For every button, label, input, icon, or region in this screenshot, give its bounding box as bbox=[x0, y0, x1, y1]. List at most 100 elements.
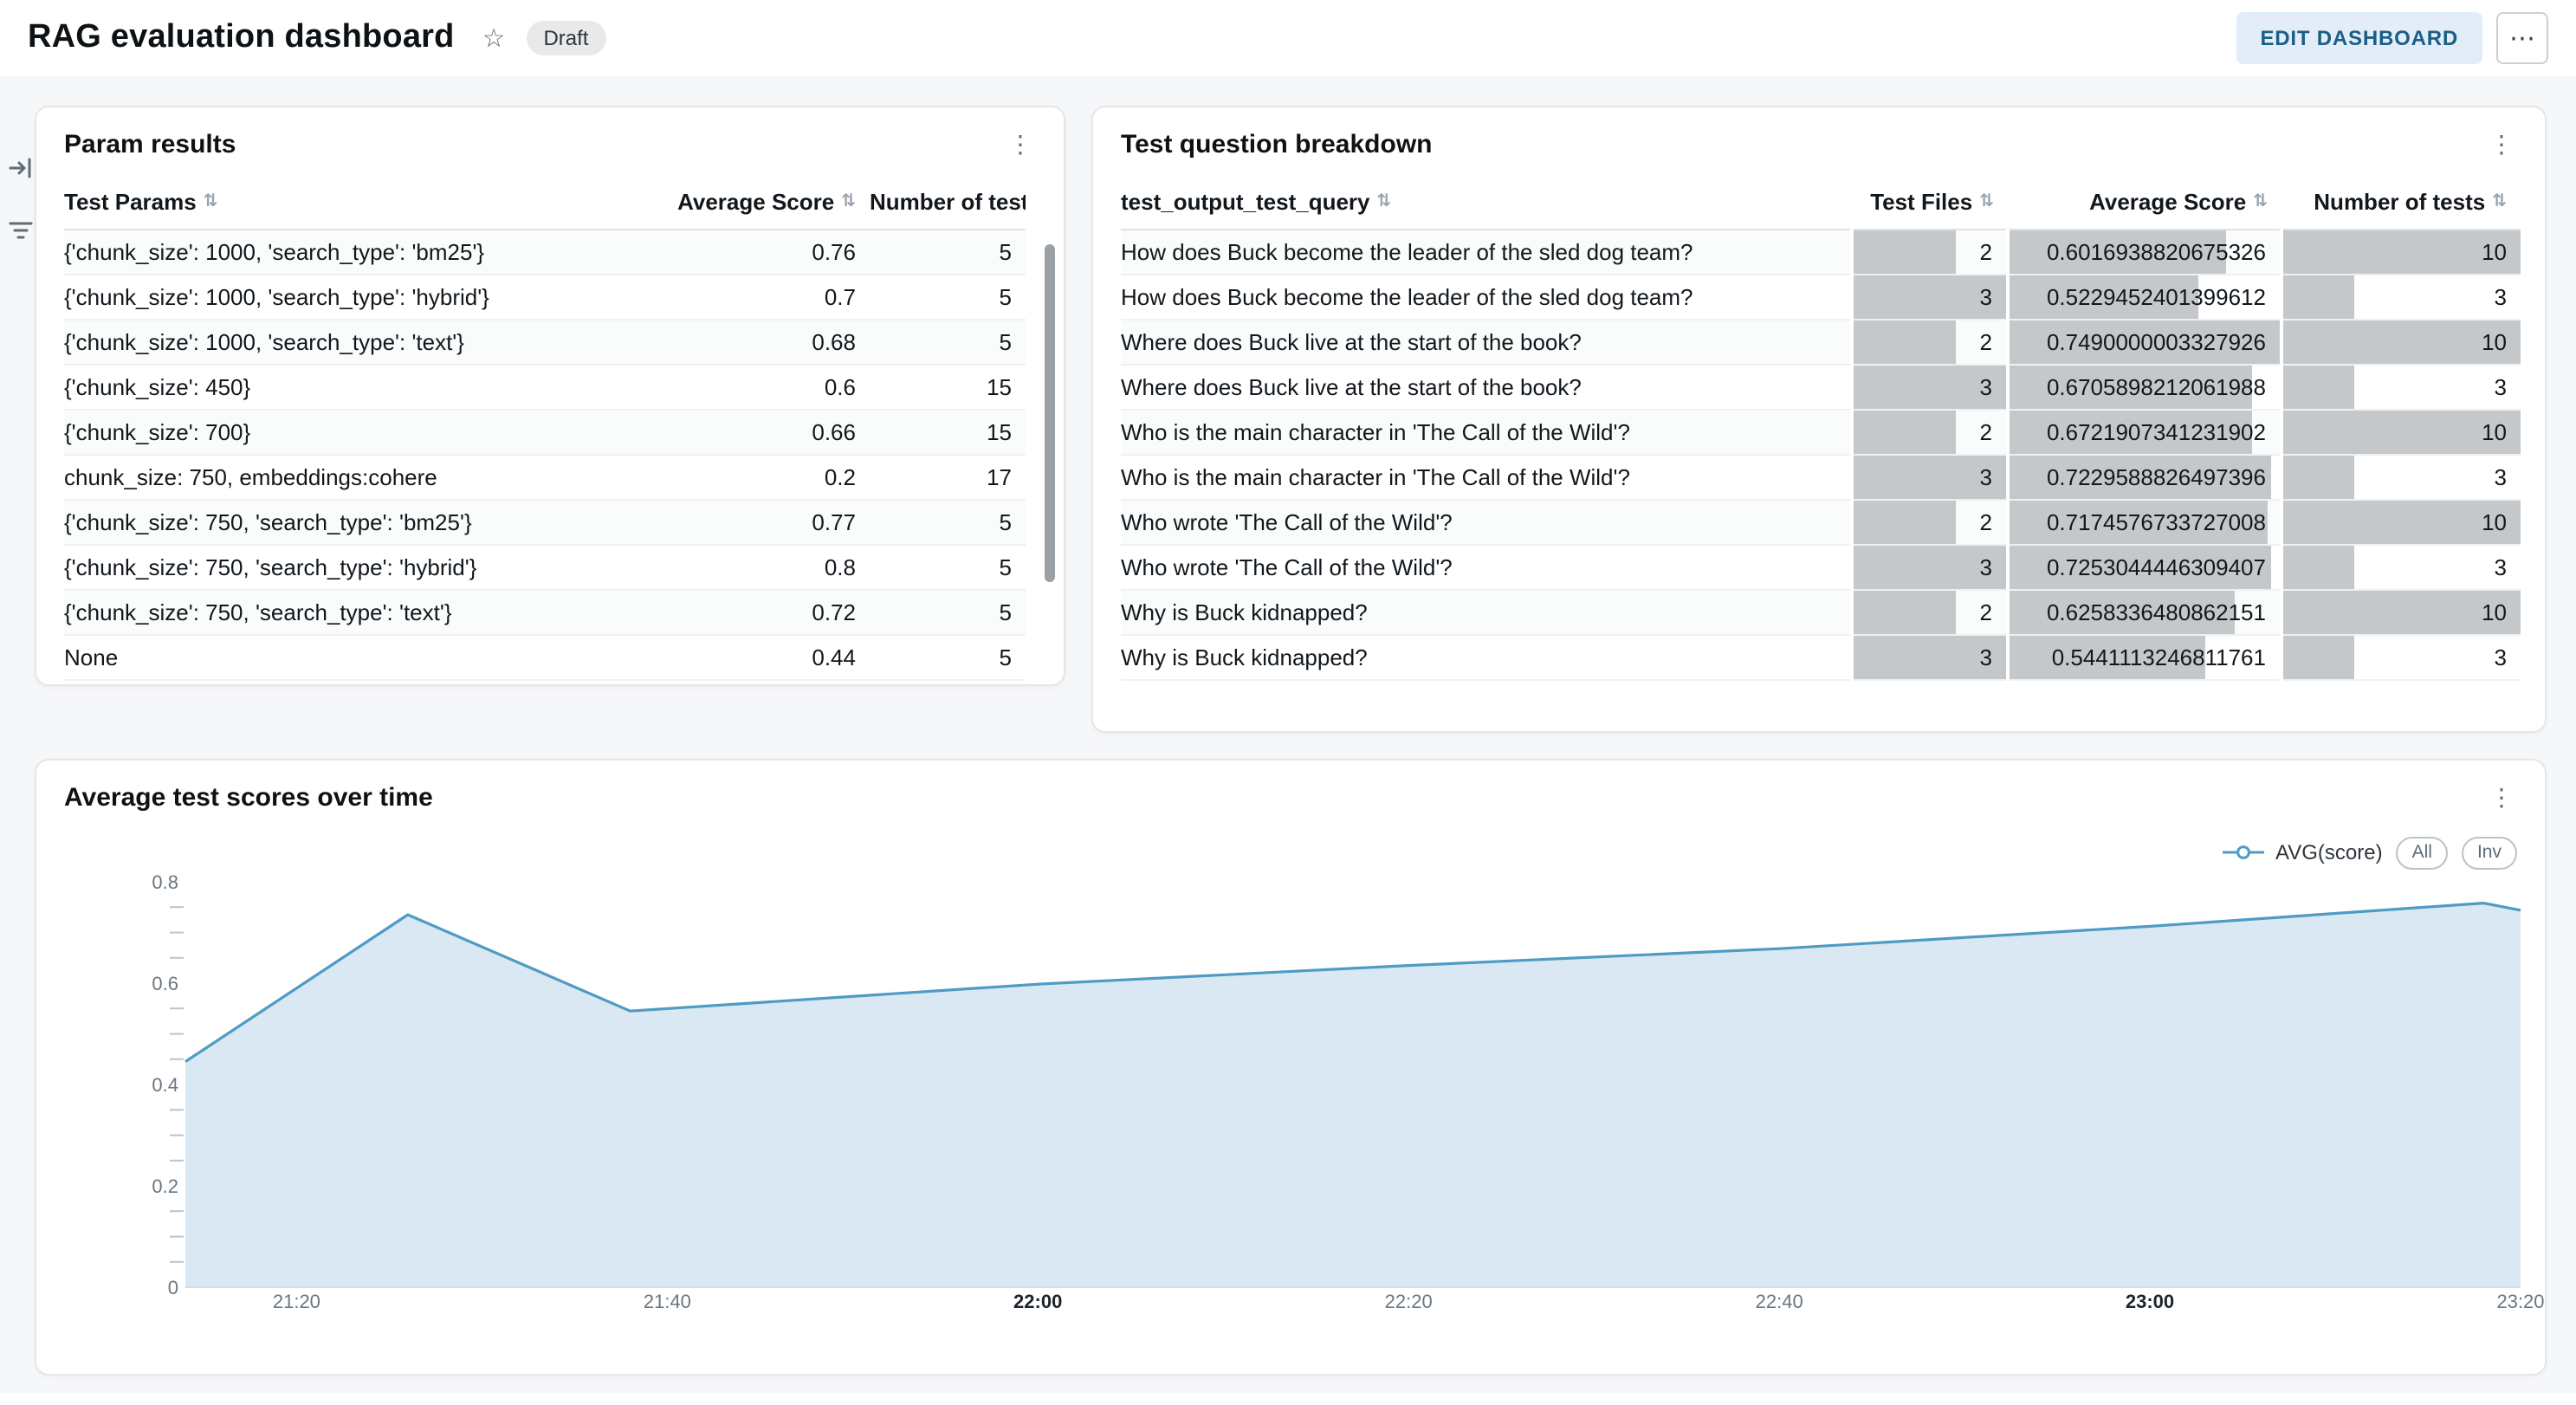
cell-average-score: 0.5229452401399612 bbox=[2006, 275, 2282, 321]
table-row: {'chunk_size': 1000, 'search_type': 'tex… bbox=[64, 320, 1026, 366]
legend-select-all-button[interactable]: All bbox=[2396, 837, 2448, 870]
cell-value: 3 bbox=[1979, 284, 1992, 311]
cell-test-params: {'chunk_size': 750, 'search_type': 'bm25… bbox=[64, 500, 670, 547]
cell-value: 2 bbox=[1979, 419, 1992, 446]
data-bar bbox=[2011, 320, 2280, 364]
cell-value: 0.5441113246811761 bbox=[2051, 644, 2266, 671]
table-row: Why is Buck kidnapped? 3 0.544111324681176… bbox=[1121, 635, 2521, 682]
cell-average-score: 0.72 bbox=[670, 590, 870, 637]
cell-number-of-tests: 5 bbox=[870, 230, 1026, 276]
cell-value: 3 bbox=[2494, 284, 2507, 311]
cell-test-files: 3 bbox=[1850, 455, 2008, 502]
cell-average-score: 0.6016938820675326 bbox=[2006, 230, 2282, 276]
kebab-menu-icon[interactable]: ⋮ bbox=[994, 130, 1046, 161]
column-header-average-score[interactable]: Average Score ⇅ bbox=[670, 172, 870, 231]
cell-value: 0.7490000003327926 bbox=[2046, 329, 2266, 356]
y-tick-label: 0.2 bbox=[152, 1175, 178, 1197]
cell-value: 2 bbox=[1979, 599, 1992, 626]
column-header-query[interactable]: test_output_test_query ⇅ bbox=[1121, 172, 1852, 231]
cell-value: 0.7253044446309407 bbox=[2046, 554, 2266, 581]
data-bar bbox=[1855, 591, 1956, 634]
page-title: RAG evaluation dashboard bbox=[28, 19, 455, 55]
scrollbar-thumb[interactable] bbox=[1045, 244, 1055, 582]
cell-number-of-tests: 5 bbox=[870, 545, 1026, 592]
cell-value: 3 bbox=[2494, 464, 2507, 491]
cell-number-of-tests: 3 bbox=[2280, 635, 2521, 682]
card-header: Param results ⋮ bbox=[36, 107, 1064, 172]
cell-test-params: {'chunk_size': 1000, 'search_type': 'tex… bbox=[64, 320, 670, 366]
cell-value: 0.7174576733727008 bbox=[2046, 509, 2266, 536]
cell-test-files: 2 bbox=[1850, 230, 2008, 276]
table-row: None 0.44 5 bbox=[64, 635, 1026, 682]
cell-value: 10 bbox=[2482, 419, 2507, 446]
cell-average-score: 0.6705898212061988 bbox=[2006, 365, 2282, 411]
cell-average-score: 0.7253044446309407 bbox=[2006, 545, 2282, 592]
cell-number-of-tests: 5 bbox=[870, 275, 1026, 321]
cell-test-params: {'chunk_size': 750, 'search_type': 'text… bbox=[64, 590, 670, 637]
param-results-table: Test Params ⇅ Average Score ⇅ Number of te… bbox=[64, 172, 1026, 682]
collapse-panel-button[interactable] bbox=[3, 152, 38, 187]
kebab-menu-icon[interactable]: ⋮ bbox=[2476, 130, 2527, 161]
cell-value: 2 bbox=[1979, 509, 1992, 536]
cell-average-score: 0.6258336480862151 bbox=[2006, 590, 2282, 637]
param-results-body: {'chunk_size': 1000, 'search_type': 'bm2… bbox=[64, 230, 1026, 682]
filter-button[interactable] bbox=[3, 215, 38, 249]
legend-item-avg-score[interactable]: AVG(score) bbox=[2220, 841, 2383, 865]
column-header-number-of-tests[interactable]: Number of tests⇅ bbox=[870, 172, 1026, 231]
sort-icon: ⇅ bbox=[2253, 192, 2268, 212]
data-bar bbox=[2011, 546, 2271, 589]
column-header-average-score[interactable]: Average Score ⇅ bbox=[2008, 172, 2282, 231]
cell-number-of-tests: 10 bbox=[2280, 230, 2521, 276]
column-header-test-params[interactable]: Test Params ⇅ bbox=[64, 172, 670, 231]
cell-query: Why is Buck kidnapped? bbox=[1121, 635, 1852, 682]
edit-dashboard-button[interactable]: EDIT DASHBOARD bbox=[2236, 12, 2482, 64]
card-title: Param results bbox=[64, 130, 236, 159]
table-row: How does Buck become the leader of the s… bbox=[1121, 230, 2521, 276]
cell-value: 0.7229588826497396 bbox=[2046, 464, 2266, 491]
table-row: {'chunk_size': 1000, 'search_type': 'hyb… bbox=[64, 275, 1026, 321]
cell-test-files: 3 bbox=[1850, 635, 2008, 682]
cell-average-score: 0.7174576733727008 bbox=[2006, 500, 2282, 547]
cell-number-of-tests: 5 bbox=[870, 320, 1026, 366]
question-breakdown-table: test_output_test_query ⇅ Test Files ⇅ Aver… bbox=[1121, 172, 2521, 682]
table-row: chunk_size: 750, embeddings:cohere 0.2 17 bbox=[64, 455, 1026, 502]
cell-test-params: {'chunk_size': 1000, 'search_type': 'bm2… bbox=[64, 230, 670, 276]
cell-number-of-tests: 5 bbox=[870, 590, 1026, 637]
cell-number-of-tests: 10 bbox=[2280, 500, 2521, 547]
card-title: Average test scores over time bbox=[64, 783, 433, 813]
cell-average-score: 0.7 bbox=[670, 275, 870, 321]
cell-number-of-tests: 3 bbox=[2280, 455, 2521, 502]
y-tick-label: 0 bbox=[168, 1277, 178, 1298]
kebab-menu-icon[interactable]: ⋮ bbox=[2476, 783, 2527, 814]
cell-test-files: 2 bbox=[1850, 590, 2008, 637]
legend-invert-button[interactable]: Inv bbox=[2461, 837, 2517, 870]
data-bar bbox=[2285, 275, 2355, 319]
footer-strip bbox=[0, 1393, 2576, 1405]
cell-number-of-tests: 3 bbox=[2280, 365, 2521, 411]
cell-test-params: chunk_size: 750, embeddings:cohere bbox=[64, 455, 670, 502]
data-bar bbox=[2011, 275, 2198, 319]
x-tick-label: 22:40 bbox=[1756, 1291, 1803, 1312]
cell-query: Who wrote 'The Call of the Wild'? bbox=[1121, 500, 1852, 547]
table-row: Where does Buck live at the start of the… bbox=[1121, 320, 2521, 366]
column-header-test-files[interactable]: Test Files ⇅ bbox=[1852, 172, 2008, 231]
data-bar bbox=[2011, 636, 2206, 679]
column-header-number-of-tests[interactable]: Number of tests⇅ bbox=[2282, 172, 2521, 231]
table-row: Who is the main character in 'The Call o… bbox=[1121, 455, 2521, 502]
cell-number-of-tests: 17 bbox=[870, 455, 1026, 502]
cell-query: Why is Buck kidnapped? bbox=[1121, 590, 1852, 637]
data-bar bbox=[2285, 546, 2355, 589]
cell-test-params: None bbox=[64, 635, 670, 682]
cell-average-score: 0.7229588826497396 bbox=[2006, 455, 2282, 502]
favorite-star-icon[interactable]: ☆ bbox=[476, 22, 513, 55]
question-breakdown-body: How does Buck become the leader of the s… bbox=[1121, 230, 2521, 682]
cell-value: 2 bbox=[1979, 329, 1992, 356]
data-bar bbox=[2011, 501, 2269, 544]
more-options-button[interactable]: ⋯ bbox=[2496, 12, 2548, 64]
sort-icon: ⇅ bbox=[1376, 192, 1392, 212]
table-header-row: test_output_test_query ⇅ Test Files ⇅ Aver… bbox=[1121, 172, 2521, 231]
table-row: {'chunk_size': 750, 'search_type': 'hybr… bbox=[64, 545, 1026, 592]
cell-number-of-tests: 10 bbox=[2280, 590, 2521, 637]
table-row: Who wrote 'The Call of the Wild'? 3 0.7253… bbox=[1121, 545, 2521, 592]
